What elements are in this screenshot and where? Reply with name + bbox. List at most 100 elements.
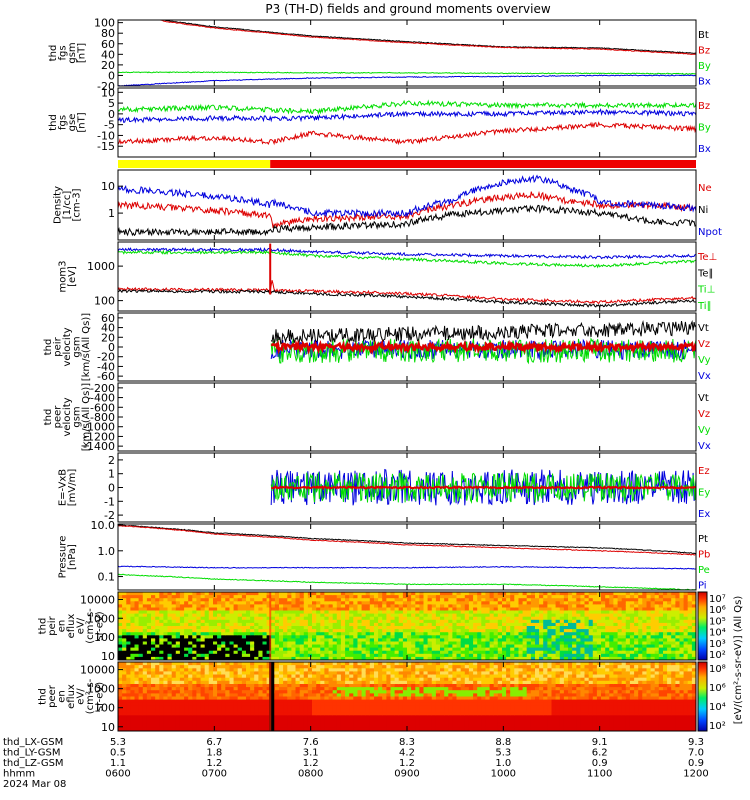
svg-text:sr-eV): sr-eV) [95,611,106,640]
series-Ne [118,190,696,229]
colorbar-tick-label: 10⁴ [709,702,726,713]
y-tick-label: -40 [97,360,115,373]
y-tick-label: 0 [108,108,115,121]
footer-value: 1.2 [399,758,415,769]
y-tick-label: -1200 [83,430,115,443]
svg-text:thd: thd [48,114,59,131]
y-tick-label: 80 [101,27,115,40]
series-Te_red [118,280,696,305]
legend-entry-Te∥: Te∥ [697,268,714,279]
footer-value: 1100 [587,769,612,780]
footer-value: 7.0 [688,748,704,759]
legend-entry-Ti∥: Ti∥ [697,301,712,312]
y-tick-label: -200 [90,382,115,395]
panel-temperature: 1000 100 mom3[eV] Te⊥ Te∥ Ti⊥ Ti∥ [57,241,717,312]
panel-frame [117,169,697,241]
plot-area [270,319,696,365]
footer-value: 8.8 [495,737,511,748]
y-axis-label: Pressure[nPa] [57,536,78,579]
footer-value: 1.0 [495,758,511,769]
colorbar-tick-label: 10⁴ [709,628,726,639]
svg-text:eflux: eflux [66,614,77,639]
colorbar-tick-label: 10² [709,650,726,661]
plot-area [118,243,696,309]
footer-value: 1.1 [110,758,126,769]
y-tick-label: 1000 [87,260,115,273]
y-tick-label: 40 [101,322,115,335]
series-Pb [118,525,696,556]
svg-text:peir: peir [47,615,58,635]
legend: Vt Vz Vy Vx [698,323,711,382]
svg-text:(cm²-s-: (cm²-s- [85,608,96,644]
svg-text:eV/: eV/ [76,617,87,634]
y-tick-label: 1 [108,207,115,220]
svg-text:[km/s(All Qs)]: [km/s(All Qs)] [81,383,92,451]
svg-text:thd: thd [48,45,59,62]
svg-text:[eV]: [eV] [67,266,78,287]
mode-bar-segment-0 [118,160,271,168]
y-axis-label: Density[1/cc][cm-3] [53,186,83,224]
series-Ey [270,471,696,504]
svg-text:gse: gse [67,114,78,132]
svg-text:mom3: mom3 [57,261,68,293]
y-tick-label: 60 [101,38,115,51]
svg-text:[nT]: [nT] [76,112,87,132]
plot-area [118,524,696,590]
svg-text:gsm: gsm [67,42,78,63]
footer-value: 1.8 [206,748,222,759]
footer-value: 0.5 [110,748,126,759]
footer: thd_LX-GSM 5.3 6.7 7.6 8.3 8.8 9.1 9.3 thd_LY-GS… [3,737,709,790]
y-tick-label: -400 [90,392,115,405]
footer-value: 5.3 [495,748,511,759]
y-tick-label: -20 [97,80,115,93]
legend: Te⊥ Te∥ Ti⊥ Ti∥ [697,252,717,312]
plot-area [118,99,696,146]
series-Bt [163,20,696,55]
series-Ni [118,204,696,237]
panel-frame [117,87,697,158]
svg-text:[nPa]: [nPa] [67,544,78,570]
svg-text:thd: thd [38,618,49,635]
series-Bz [159,20,696,56]
svg-text:[nT]: [nT] [76,43,87,63]
y-tick-label: -1 [104,495,115,508]
y-tick-label: 10 [101,86,115,99]
colorbar-tick-label: 10⁶ [709,683,726,694]
footer-value: 0600 [105,769,130,780]
y-tick-label: -1000 [83,421,115,434]
y-tick-label: 20 [101,59,115,72]
legend-entry-Ti⊥: Ti⊥ [697,285,715,296]
legend-entry-Vy: Vy [698,355,711,366]
plot-area [118,174,696,237]
y-tick-label: 1 [108,468,115,481]
y-tick-label: 10000 [80,664,115,677]
y-tick-label: 10 [101,180,115,193]
footer-value: 6.7 [206,737,222,748]
panel-mode_bar [118,160,696,168]
svg-text:Density: Density [53,186,64,224]
panel-density: 10 1 Density[1/cc][cm-3] Ne Ni Npot [53,169,722,241]
footer-value: 5.3 [110,737,126,748]
y-tick-label: 10 [101,650,115,663]
y-tick-label: -1400 [83,440,115,453]
panel-electron_velocity: -200-400-600-800-1000-1200-1400thdpeerve… [43,382,711,453]
panel-frame [117,241,697,312]
footer-value: 7.6 [303,737,319,748]
y-tick-label: 0 [108,482,115,495]
footer-value: 1.2 [303,758,319,769]
y-tick-label: 40 [101,48,115,61]
footer-row-label: thd_LX-GSM [3,737,63,748]
svg-text:[1/cc]: [1/cc] [62,191,73,220]
footer-value: 4.2 [399,748,415,759]
legend: Pt Pb Pe Pi [698,534,710,592]
colorbar-tick-label: 10² [709,721,726,732]
y-tick-label: -2 [104,509,115,522]
y-tick-label: 60 [101,312,115,325]
plot-area [118,662,696,731]
legend-entry-Bz: Bz [698,101,710,112]
